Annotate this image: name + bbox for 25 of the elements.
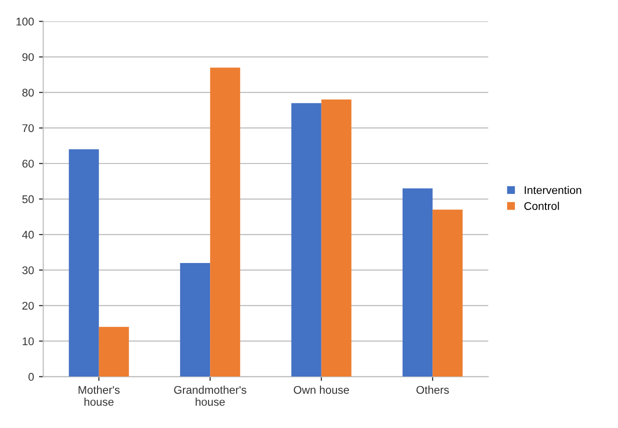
y-tick-label: 100 — [16, 18, 34, 26]
bar — [432, 210, 463, 377]
y-tick-label: 70 — [22, 124, 34, 132]
y-tick-label: 60 — [22, 160, 34, 168]
y-tick-label: 90 — [22, 53, 34, 62]
bar — [402, 188, 433, 377]
bar — [98, 326, 129, 377]
bar — [68, 149, 99, 377]
y-tick-label: 10 — [22, 337, 34, 346]
bar — [210, 68, 240, 377]
x-tick-label: Others — [416, 386, 449, 394]
bar — [291, 103, 322, 377]
y-tick-label: 50 — [22, 195, 34, 204]
y-tick-label: 0 — [28, 372, 34, 381]
x-tick-label: Own house — [294, 386, 349, 394]
y-tick-label: 40 — [22, 230, 34, 239]
legend-label: Control — [524, 202, 559, 210]
bar — [180, 262, 210, 377]
y-tick-label: 80 — [22, 88, 34, 97]
x-tick-label: Grandmother's house — [174, 386, 246, 406]
x-tick-label: Mother's house — [78, 386, 120, 406]
bar — [321, 100, 352, 377]
y-tick-label: 20 — [22, 302, 34, 310]
legend-label: Intervention — [524, 186, 582, 194]
y-tick-label: 30 — [22, 266, 34, 274]
